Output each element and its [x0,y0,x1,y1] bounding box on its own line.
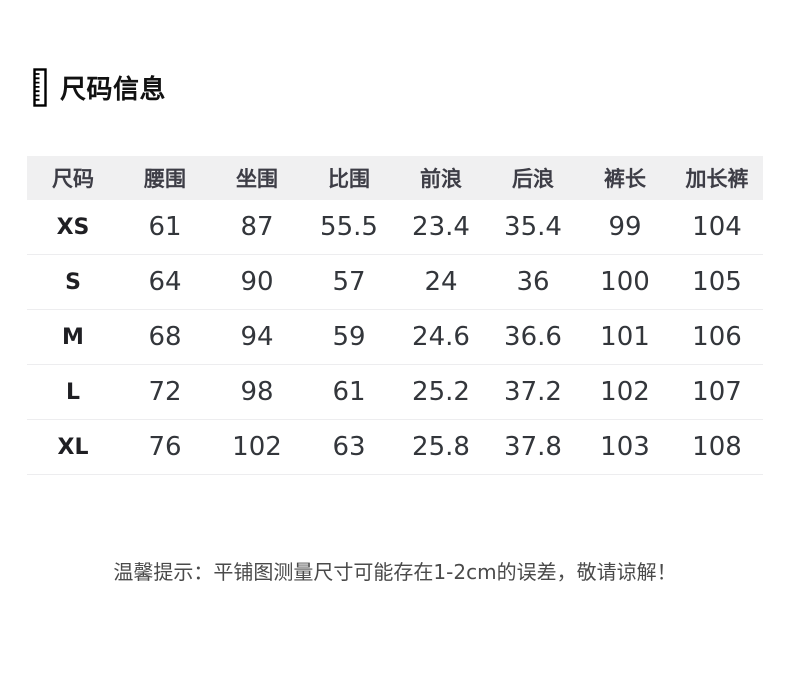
value-cell: 102 [211,419,303,475]
value-cell: 68 [119,309,211,365]
table-header-row: 尺码 腰围 坐围 比围 前浪 后浪 裤长 加长裤 [27,156,763,200]
value-cell: 64 [119,254,211,310]
value-cell: 23.4 [395,200,487,255]
header-cell-length: 裤长 [579,156,671,200]
size-cell: M [27,309,119,365]
value-cell: 55.5 [303,200,395,255]
value-cell: 90 [211,254,303,310]
header-cell-hip: 坐围 [211,156,303,200]
section-title: 尺码信息 [33,67,166,107]
value-cell: 35.4 [487,200,579,255]
value-cell: 98 [211,364,303,420]
size-cell: XS [27,200,119,255]
value-cell: 61 [119,200,211,255]
header-cell-front-rise: 前浪 [395,156,487,200]
value-cell: 24.6 [395,309,487,365]
size-cell: XL [27,419,119,475]
value-cell: 63 [303,419,395,475]
size-cell: L [27,364,119,420]
value-cell: 76 [119,419,211,475]
value-cell: 57 [303,254,395,310]
header-cell-size: 尺码 [27,156,119,200]
value-cell: 37.2 [487,364,579,420]
table-row: XS 61 87 55.5 23.4 35.4 99 104 [27,200,763,255]
value-cell: 106 [671,309,763,365]
value-cell: 36.6 [487,309,579,365]
table-row: S 64 90 57 24 36 100 105 [27,254,763,310]
value-cell: 37.8 [487,419,579,475]
page-title: 尺码信息 [60,74,167,105]
header-cell-thigh: 比围 [303,156,395,200]
ruler-icon [33,67,47,107]
value-cell: 103 [579,419,671,475]
header-cell-back-rise: 后浪 [487,156,579,200]
value-cell: 101 [579,309,671,365]
header-cell-extended-length: 加长裤 [671,156,763,200]
value-cell: 100 [579,254,671,310]
value-cell: 94 [211,309,303,365]
value-cell: 99 [579,200,671,255]
value-cell: 108 [671,419,763,475]
size-cell: S [27,254,119,310]
value-cell: 102 [579,364,671,420]
table-row: M 68 94 59 24.6 36.6 101 106 [27,309,763,365]
header-cell-waist: 腰围 [119,156,211,200]
value-cell: 36 [487,254,579,310]
value-cell: 59 [303,309,395,365]
table-row: XL 76 102 63 25.8 37.8 103 108 [27,419,763,475]
size-table: 尺码 腰围 坐围 比围 前浪 后浪 裤长 加长裤 XS 61 87 55.5 2… [27,156,763,475]
value-cell: 25.8 [395,419,487,475]
value-cell: 104 [671,200,763,255]
value-cell: 105 [671,254,763,310]
value-cell: 87 [211,200,303,255]
table-row: L 72 98 61 25.2 37.2 102 107 [27,364,763,420]
value-cell: 61 [303,364,395,420]
value-cell: 25.2 [395,364,487,420]
value-cell: 107 [671,364,763,420]
note-text: 温馨提示：平铺图测量尺寸可能存在1-2cm的误差，敬请谅解！ [113,560,677,584]
value-cell: 72 [119,364,211,420]
value-cell: 24 [395,254,487,310]
